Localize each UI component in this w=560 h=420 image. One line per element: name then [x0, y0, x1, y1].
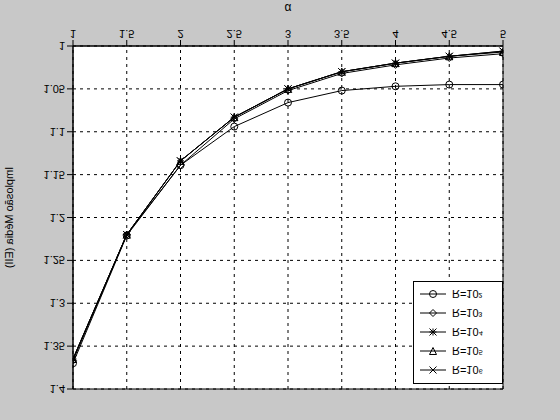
svg-text:1.25: 1.25: [44, 254, 65, 266]
html-text:R=10²: R=10²: [452, 288, 483, 301]
html-text:R=10⁴: R=10⁴: [452, 326, 484, 339]
svg-text:4.5: 4.5: [442, 28, 457, 40]
svg-text:Implosão Média (EII): Implosão Média (EII): [8, 167, 15, 268]
svg-text:1.05: 1.05: [44, 83, 65, 95]
svg-text:1.2: 1.2: [50, 212, 65, 224]
svg-text:2.5: 2.5: [227, 28, 242, 40]
html-text:R=10⁶: R=10⁶: [452, 364, 484, 377]
svg-text:4: 4: [392, 28, 398, 40]
svg-text:2: 2: [177, 28, 183, 40]
svg-text:1: 1: [59, 40, 65, 52]
svg-text:1.3: 1.3: [50, 297, 65, 309]
svg-text:α: α: [285, 1, 292, 15]
svg-text:3.5: 3.5: [334, 28, 349, 40]
svg-text:3: 3: [285, 28, 291, 40]
html-text:R=10³: R=10³: [452, 307, 483, 320]
svg-text:1.1: 1.1: [50, 126, 65, 138]
svg-text:1.35: 1.35: [44, 340, 65, 352]
svg-text:5: 5: [500, 28, 506, 40]
svg-text:1.15: 1.15: [44, 169, 65, 181]
svg-text:1.4: 1.4: [50, 383, 65, 395]
svg-text:1: 1: [70, 28, 76, 40]
svg-text:1.5: 1.5: [119, 28, 134, 40]
html-text:R=10⁵: R=10⁵: [452, 345, 484, 358]
